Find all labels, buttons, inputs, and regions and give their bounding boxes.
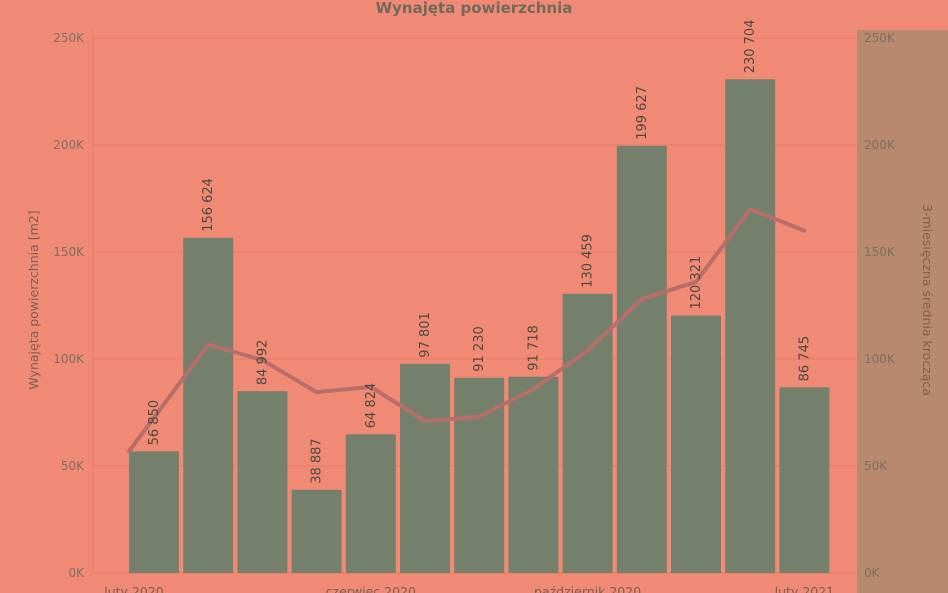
y2-tick-label: 250K <box>864 31 896 45</box>
bar <box>400 363 450 573</box>
bar-value-label: 84 992 <box>255 340 270 386</box>
y2-tick-label: 0K <box>864 566 881 580</box>
bar-value-label: 91 230 <box>472 326 487 372</box>
right-axis-band <box>857 30 948 593</box>
y-ticks: 0K 0K 50K 50K 100K 100K 150K 150K 200K 200K 250K 25… <box>53 31 896 580</box>
y-axis-title: Wynajęta powierzchnia [m2] <box>26 210 41 389</box>
y2-tick-label: 50K <box>864 459 888 473</box>
x-ticks: luty 2020 czerwiec 2020 październik 2020 lu… <box>104 584 834 593</box>
x-tick-label: luty 2021 <box>775 584 834 593</box>
bar <box>345 434 396 573</box>
bar <box>508 376 559 573</box>
bar-value-label: 86 745 <box>797 336 812 382</box>
bar-value-label: 199 627 <box>635 86 650 140</box>
bar-value-label: 64 824 <box>364 383 379 429</box>
y-tick-label: 150K <box>53 245 85 259</box>
y-tick-label: 100K <box>53 352 85 366</box>
x-tick-label: październik 2020 <box>534 584 641 593</box>
bar <box>725 79 776 573</box>
bar <box>237 391 288 573</box>
y2-axis-title: 3-miesięczna średnia krocząca <box>920 204 935 396</box>
y-tick-label: 0K <box>68 566 85 580</box>
y-tick-label: 50K <box>61 459 85 473</box>
bar-value-label: 230 704 <box>743 20 758 74</box>
bar <box>616 145 667 573</box>
bar-value-label: 120 321 <box>689 256 704 310</box>
bar-value-label: 56 850 <box>147 400 162 446</box>
bar-value-label: 91 718 <box>526 325 541 371</box>
bar <box>562 293 613 573</box>
bar-value-label: 97 801 <box>418 312 433 358</box>
y2-tick-label: 150K <box>864 245 896 259</box>
bar <box>183 237 234 573</box>
bar <box>671 315 721 573</box>
y2-tick-label: 100K <box>864 352 896 366</box>
moving-average-line <box>127 207 807 454</box>
x-tick-label: czerwiec 2020 <box>326 584 416 593</box>
bar-value-label: 156 624 <box>201 178 216 232</box>
bar <box>291 489 342 573</box>
bar-value-label: 130 459 <box>581 234 596 288</box>
chart-title: Wynajęta powierzchnia <box>376 0 573 17</box>
bar <box>129 451 179 573</box>
bar <box>779 387 830 573</box>
y-tick-label: 250K <box>53 31 85 45</box>
x-tick-label: luty 2020 <box>104 584 164 593</box>
bars <box>129 79 830 573</box>
y2-tick-label: 200K <box>864 138 896 152</box>
bar-value-label: 38 887 <box>310 438 325 484</box>
line-layer <box>127 207 807 454</box>
bar-labels: 56 850 156 624 84 992 38 887 64 824 97 801 91 … <box>147 20 812 484</box>
y-tick-label: 200K <box>53 138 85 152</box>
